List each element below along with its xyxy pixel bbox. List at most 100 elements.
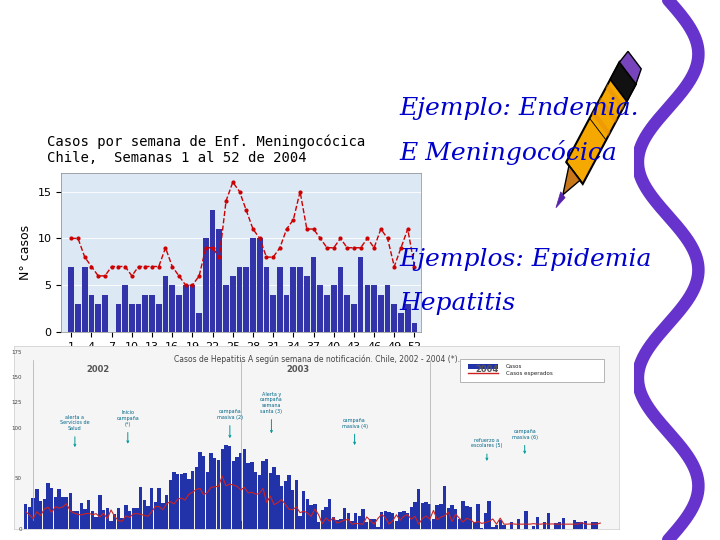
Bar xyxy=(392,304,397,332)
Bar xyxy=(122,285,128,332)
Bar xyxy=(106,508,109,529)
Bar xyxy=(395,522,398,529)
Bar xyxy=(313,504,317,529)
Bar xyxy=(476,504,480,529)
Bar xyxy=(420,503,424,529)
Bar xyxy=(237,267,243,332)
Polygon shape xyxy=(589,118,606,141)
Bar xyxy=(398,313,404,332)
Text: Hepatitis: Hepatitis xyxy=(400,292,516,315)
Text: 125: 125 xyxy=(12,401,22,406)
Bar xyxy=(310,504,313,529)
Text: 50: 50 xyxy=(15,476,22,481)
Text: refuerzo a
escolares (5): refuerzo a escolares (5) xyxy=(471,437,503,460)
Bar xyxy=(95,304,101,332)
Bar xyxy=(387,512,391,529)
Bar xyxy=(224,445,228,529)
Bar xyxy=(491,528,495,529)
Legend: 2004, Me 99-2003: 2004, Me 99-2003 xyxy=(101,373,324,396)
Bar xyxy=(336,520,339,529)
X-axis label: Semana: Semana xyxy=(213,357,269,370)
Bar xyxy=(213,458,217,529)
Bar xyxy=(128,511,131,529)
Bar xyxy=(576,522,580,529)
Bar xyxy=(35,489,39,529)
Bar xyxy=(202,456,205,529)
Bar xyxy=(398,512,402,529)
Bar xyxy=(284,295,289,332)
Bar xyxy=(154,502,157,529)
Bar xyxy=(32,498,35,529)
Bar xyxy=(161,503,165,529)
Bar xyxy=(472,522,476,529)
Bar xyxy=(332,517,335,529)
Bar xyxy=(250,462,253,529)
Bar xyxy=(298,516,302,529)
Bar xyxy=(270,295,276,332)
Bar xyxy=(304,276,310,332)
Text: Alerta y
campaña
semana
santa (3): Alerta y campaña semana santa (3) xyxy=(260,392,283,433)
Bar xyxy=(184,472,186,529)
Bar xyxy=(484,513,487,529)
Bar xyxy=(180,474,183,529)
Bar xyxy=(338,267,343,332)
Bar xyxy=(210,210,215,332)
Bar xyxy=(54,497,57,529)
Bar xyxy=(284,481,287,529)
Bar xyxy=(176,474,179,529)
Bar xyxy=(372,285,377,332)
Bar xyxy=(89,295,94,332)
Text: Ejemplos: Epidemia: Ejemplos: Epidemia xyxy=(400,248,652,272)
Bar xyxy=(532,526,535,529)
Bar xyxy=(287,475,291,529)
Bar xyxy=(61,497,65,529)
Bar xyxy=(250,238,256,332)
Bar xyxy=(428,504,431,529)
Bar xyxy=(412,323,418,332)
Bar xyxy=(129,304,135,332)
Polygon shape xyxy=(610,62,636,102)
Bar xyxy=(87,500,91,529)
Text: Inicio
campaña
(*): Inicio campaña (*) xyxy=(117,410,139,443)
Bar xyxy=(163,276,168,332)
Polygon shape xyxy=(566,161,583,184)
Bar xyxy=(358,516,361,529)
Bar xyxy=(384,285,390,332)
Bar xyxy=(458,519,461,529)
Bar xyxy=(143,295,148,332)
Bar xyxy=(198,452,202,529)
Bar xyxy=(469,507,472,529)
Bar xyxy=(391,513,395,529)
Bar xyxy=(350,521,354,529)
Bar xyxy=(68,267,74,332)
Bar xyxy=(210,453,213,529)
Bar xyxy=(113,514,117,529)
Bar xyxy=(294,480,298,529)
Bar xyxy=(462,502,465,529)
Bar xyxy=(439,504,443,529)
Bar xyxy=(358,257,364,332)
Bar xyxy=(503,525,505,529)
Bar xyxy=(495,525,498,529)
Bar xyxy=(206,471,209,529)
Bar xyxy=(424,502,428,529)
Polygon shape xyxy=(592,110,611,136)
Bar xyxy=(324,295,330,332)
Bar xyxy=(120,518,124,529)
Bar xyxy=(536,517,539,529)
Bar xyxy=(50,488,53,529)
Bar xyxy=(584,521,588,529)
Bar xyxy=(135,508,139,529)
Bar xyxy=(446,508,450,529)
Bar xyxy=(277,267,283,332)
Text: alerta a
Servicios de
Salud: alerta a Servicios de Salud xyxy=(60,415,90,446)
Bar xyxy=(243,267,249,332)
Bar xyxy=(376,526,379,529)
Text: campaña
masiva (4): campaña masiva (4) xyxy=(341,418,368,444)
Bar xyxy=(572,520,576,529)
Bar xyxy=(410,508,413,529)
Bar xyxy=(406,514,409,529)
Bar xyxy=(217,460,220,529)
Text: 0: 0 xyxy=(19,526,22,532)
Bar xyxy=(230,276,235,332)
